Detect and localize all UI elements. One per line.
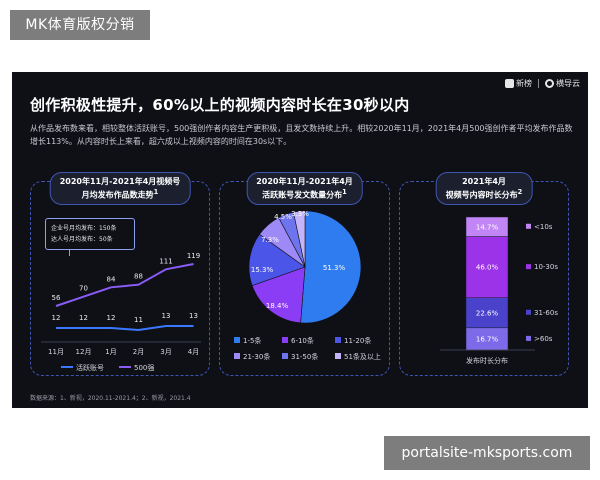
bar-segment	[465, 216, 509, 237]
pie-legend-label: 31-50条	[291, 352, 318, 361]
active-value-label: 12	[79, 314, 88, 322]
active-value-label: 12	[107, 314, 116, 322]
pie-legend-label: 21-30条	[243, 352, 270, 361]
active-value-label: 13	[162, 312, 171, 320]
legend-label-top500: 500强	[134, 364, 154, 372]
pie-slice	[248, 233, 306, 286]
line-chart-title: 2020年11月-2021年4月视频号 月均发布作品数走势1	[49, 172, 191, 205]
watermark-top-banner: MK体育版权分销	[10, 10, 150, 40]
x-tick-label: 11月	[48, 348, 64, 356]
watermark-bottom-banner: portalsite-mksports.com	[384, 436, 590, 470]
pie-value-label: 3.3%	[291, 210, 309, 218]
pie-value-label: 18.4%	[266, 302, 289, 310]
hengdaoyun-logo: 横导云	[545, 78, 580, 89]
pie-legend-swatch	[282, 353, 288, 359]
bar-value-label: 46.0%	[476, 264, 499, 272]
summary-text: 从作品发布数来看，相较整体活跃账号，500强创作者内容生产更积极，且发文数持续上…	[30, 124, 573, 146]
pie-legend-label: 51条及以上	[344, 352, 381, 361]
pie-legend-swatch	[282, 337, 288, 343]
top500-value-label: 84	[107, 275, 116, 283]
bar-legend-swatch	[526, 309, 531, 315]
pie-legend-label: 6-10条	[291, 336, 314, 345]
active-series-line	[56, 325, 194, 332]
xinbang-logo-icon	[505, 79, 514, 88]
pie-chart: 51.3% 18.4% 15.3% 7.3% 4.5% 3.3% 1-5条 6-10条 11-2…	[234, 210, 381, 361]
top500-value-label: 111	[159, 257, 172, 265]
bar-legend-label: 10-30s	[534, 263, 558, 271]
headline: 创作积极性提升，60%以上的视频内容时长在30秒以内	[30, 96, 410, 114]
data-source-footnote: 数据来源：1、新视，2020.11-2021.4；2、新视，2021.4	[30, 395, 191, 402]
bar-legend-swatch	[526, 264, 531, 270]
pie-legend-label: 11-20条	[344, 336, 371, 345]
pie-legend-swatch	[234, 337, 240, 343]
x-tick-label: 12月	[76, 348, 92, 356]
stacked-bar-chart: 16.7% >60s 22.6% 31-60s 46.0% 10-30s 14.7% <10s…	[440, 216, 558, 365]
top500-value-label: 88	[134, 273, 143, 281]
active-value-label: 11	[134, 316, 143, 324]
brand-logos: 新榜 横导云	[505, 78, 580, 89]
bar-legend-label: 31-60s	[534, 309, 558, 317]
top500-series-line	[55, 263, 194, 307]
bar-segment	[465, 236, 509, 298]
pie-value-label: 4.5%	[274, 213, 292, 221]
bar-chart-panel: 2021年4月 视频号内容时长分布2 16.7% >60s 22.6% 31-60s 4…	[399, 172, 569, 376]
brand-divider	[538, 79, 539, 88]
x-tick-label: 1月	[105, 348, 116, 356]
bar-x-axis-label: 发布时长分布	[466, 356, 508, 365]
line-chart: 56 70 84 88 111 119 12 12 12 11 13 13 11月 12月 1月 2月 3月 4月…	[41, 252, 201, 372]
pie-chart-panel: 2020年11月-2021年4月 活跃账号发文数量分布1 51.3% 18.4% 1…	[219, 172, 390, 376]
top500-value-label: 70	[79, 285, 88, 293]
annotation-creator: 达人号月均发布：50条	[51, 236, 113, 243]
top500-value-label: 56	[52, 294, 61, 302]
xinbang-logo: 新榜	[505, 78, 532, 89]
pie-value-label: 15.3%	[251, 266, 274, 274]
line-chart-annotation: 企业号月均发布：150条 达人号月均发布：50条	[45, 218, 135, 250]
active-value-label: 13	[189, 312, 198, 320]
x-tick-label: 3月	[160, 348, 171, 356]
pie-legend-label: 1-5条	[243, 336, 261, 345]
bar-legend-swatch	[526, 335, 531, 341]
infographic-slide: 新榜 横导云 创作积极性提升，60%以上的视频内容时长在30秒以内 从作品发布数…	[12, 72, 588, 408]
annotation-pointer	[69, 250, 70, 256]
pie-chart-title: 2020年11月-2021年4月 活跃账号发文数量分布1	[246, 172, 363, 205]
pie-slice	[300, 210, 362, 324]
bar-value-label: 16.7%	[476, 335, 499, 343]
bar-legend-label: <10s	[534, 223, 553, 231]
bar-legend-label: >60s	[534, 335, 553, 343]
x-tick-label: 2月	[133, 348, 144, 356]
bar-value-label: 14.7%	[476, 223, 499, 231]
bar-segment	[465, 297, 509, 329]
pie-legend-swatch	[234, 353, 240, 359]
pie-slice	[293, 210, 306, 268]
pie-value-label: 7.3%	[261, 236, 279, 244]
pie-legend-swatch	[335, 353, 341, 359]
active-value-label: 12	[52, 314, 61, 322]
pie-legend-swatch	[335, 337, 341, 343]
bar-value-label: 22.6%	[476, 309, 499, 317]
hengdaoyun-logo-icon	[545, 79, 554, 88]
annotation-enterprise: 企业号月均发布：150条	[51, 225, 117, 232]
bar-chart-title: 2021年4月 视频号内容时长分布2	[435, 172, 533, 205]
legend-label-active: 活跃账号	[76, 363, 104, 372]
line-chart-panel: 2020年11月-2021年4月视频号 月均发布作品数走势1 企业号月均发布：1…	[30, 172, 210, 376]
x-tick-label: 4月	[188, 348, 199, 356]
top500-value-label: 119	[187, 252, 200, 260]
bar-legend-swatch	[526, 223, 531, 229]
pie-value-label: 51.3%	[323, 264, 346, 272]
